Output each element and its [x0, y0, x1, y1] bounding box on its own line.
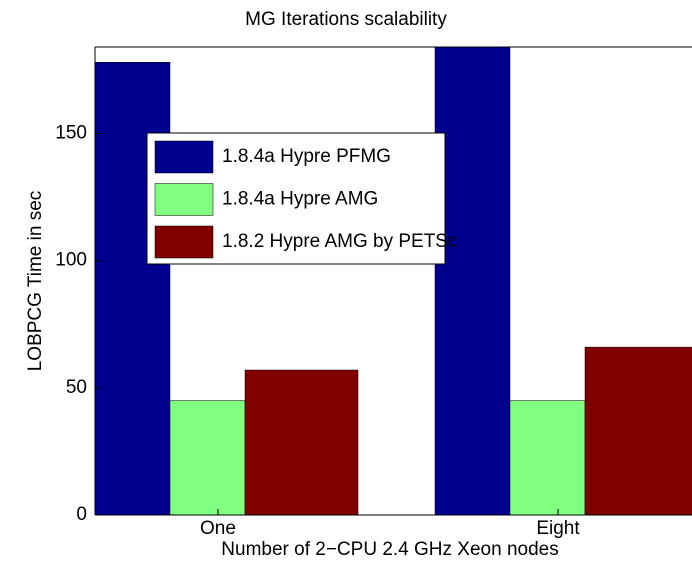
chart-title: MG Iterations scalability — [245, 9, 447, 30]
y-tick-label: 0 — [76, 504, 87, 525]
legend-swatch — [154, 225, 214, 259]
bar — [244, 369, 359, 515]
bar — [509, 400, 586, 515]
y-tick-label: 50 — [66, 377, 87, 398]
bar — [169, 400, 246, 515]
legend-swatch — [154, 183, 214, 216]
legend-swatch — [154, 140, 214, 174]
x-tick-label: One — [200, 518, 236, 539]
axes: 0 50 100 150 One Eight — [55, 46, 692, 539]
bar — [584, 346, 692, 515]
x-axis-label: Number of 2−CPU 2.4 GHz Xeon nodes — [221, 539, 558, 560]
legend-label: 1.8.4a Hypre AMG — [222, 189, 378, 210]
y-axis-label: LOBPCG Time in sec — [25, 191, 46, 372]
bar — [434, 47, 511, 515]
legend-label: 1.8.4a Hypre PFMG — [222, 146, 391, 167]
legend-label: 1.8.2 Hypre AMG by PETSc — [222, 231, 457, 252]
x-tick-label: Eight — [536, 518, 580, 539]
plot-area — [95, 47, 692, 515]
y-tick-label: 150 — [55, 122, 87, 143]
bar — [95, 62, 171, 515]
legend: 1.8.4a Hypre PFMG 1.8.4a Hypre AMG 1.8.2 H… — [146, 132, 457, 265]
y-tick-label: 100 — [55, 250, 87, 271]
